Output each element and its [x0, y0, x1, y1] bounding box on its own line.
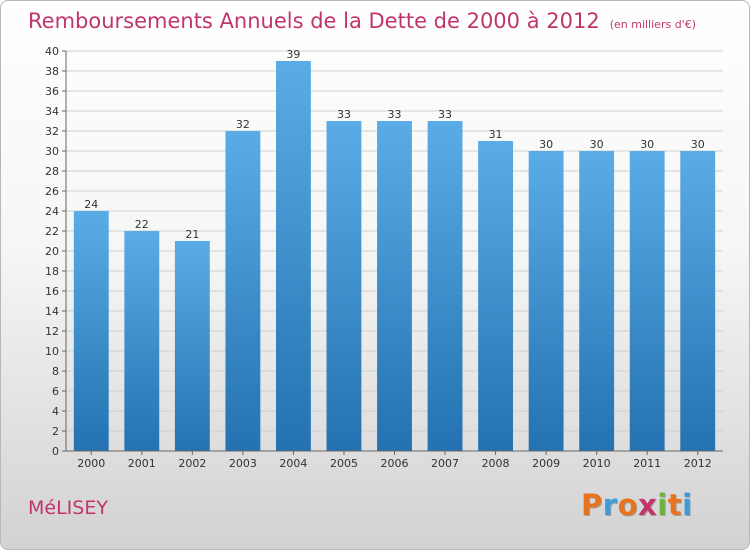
logo-letter: o — [617, 488, 639, 522]
logo-letter: r — [602, 488, 618, 522]
data-label: 30 — [590, 138, 604, 151]
x-tick-label: 2003 — [229, 457, 257, 470]
data-label: 33 — [337, 108, 351, 121]
data-label: 31 — [489, 128, 503, 141]
data-label: 21 — [185, 228, 199, 241]
bar — [275, 61, 311, 451]
x-tick-label: 2006 — [381, 457, 409, 470]
y-tick-label: 24 — [45, 205, 59, 218]
bar — [326, 121, 362, 451]
logo-letter: i — [657, 488, 668, 522]
y-tick-label: 6 — [52, 385, 59, 398]
bars — [73, 61, 716, 451]
x-tick-label: 2012 — [684, 457, 712, 470]
chart-title: Remboursements Annuels de la Dette de 20… — [28, 9, 696, 33]
y-tick-label: 16 — [45, 285, 59, 298]
logo-letter: t — [667, 488, 683, 522]
y-tick-label: 2 — [52, 425, 59, 438]
y-tick-label: 14 — [45, 305, 59, 318]
data-label: 30 — [691, 138, 705, 151]
y-tick-label: 22 — [45, 225, 59, 238]
y-tick-label: 32 — [45, 125, 59, 138]
commune-name: MéLISEY — [28, 497, 108, 519]
y-tick-label: 40 — [45, 45, 59, 58]
data-label: 39 — [286, 48, 300, 61]
x-tick-label: 2005 — [330, 457, 358, 470]
bar — [629, 151, 665, 451]
x-tick-label: 2000 — [77, 457, 105, 470]
y-tick-label: 4 — [52, 405, 59, 418]
y-tick-label: 20 — [45, 245, 59, 258]
x-tick-label: 2004 — [279, 457, 307, 470]
y-tick-label: 10 — [45, 345, 59, 358]
y-tick-label: 8 — [52, 365, 59, 378]
y-tick-label: 38 — [45, 65, 59, 78]
logo-letter: i — [682, 488, 693, 522]
bar — [528, 151, 564, 451]
data-label: 32 — [236, 118, 250, 131]
x-tick-label: 2001 — [128, 457, 156, 470]
data-label: 33 — [438, 108, 452, 121]
chart-title-text: Remboursements Annuels de la Dette de 20… — [28, 9, 600, 33]
x-tick-label: 2010 — [583, 457, 611, 470]
chart-subtitle: (en milliers d'€) — [609, 18, 696, 31]
data-label: 30 — [640, 138, 654, 151]
y-tick-label: 26 — [45, 185, 59, 198]
x-tick-label: 2002 — [178, 457, 206, 470]
proxiti-logo: Proxiti — [581, 488, 693, 522]
data-label: 22 — [135, 218, 149, 231]
bar — [478, 141, 514, 451]
y-tick-label: 30 — [45, 145, 59, 158]
bar — [225, 131, 261, 451]
y-tick-label: 28 — [45, 165, 59, 178]
data-label: 24 — [84, 198, 98, 211]
bar — [174, 241, 210, 451]
logo-letter: x — [638, 488, 658, 522]
bar — [427, 121, 463, 451]
y-tick-label: 0 — [52, 445, 59, 458]
x-tick-label: 2009 — [532, 457, 560, 470]
logo-letter: P — [581, 488, 603, 522]
bar — [579, 151, 615, 451]
x-tick-label: 2008 — [482, 457, 510, 470]
value-labels: 24 22 21 32 39 33 33 33 31 30 30 30 30 — [84, 48, 704, 241]
y-tick-label: 34 — [45, 105, 59, 118]
bar — [377, 121, 412, 451]
data-label: 30 — [539, 138, 553, 151]
axes: 0246810121416182022242628303234363840200… — [45, 45, 723, 470]
y-tick-label: 36 — [45, 85, 59, 98]
y-tick-label: 12 — [45, 325, 59, 338]
y-tick-label: 18 — [45, 265, 59, 278]
x-tick-label: 2007 — [431, 457, 459, 470]
data-label: 33 — [388, 108, 402, 121]
bar — [680, 151, 716, 451]
bar — [73, 211, 109, 451]
bar — [124, 231, 160, 451]
x-tick-label: 2011 — [633, 457, 661, 470]
